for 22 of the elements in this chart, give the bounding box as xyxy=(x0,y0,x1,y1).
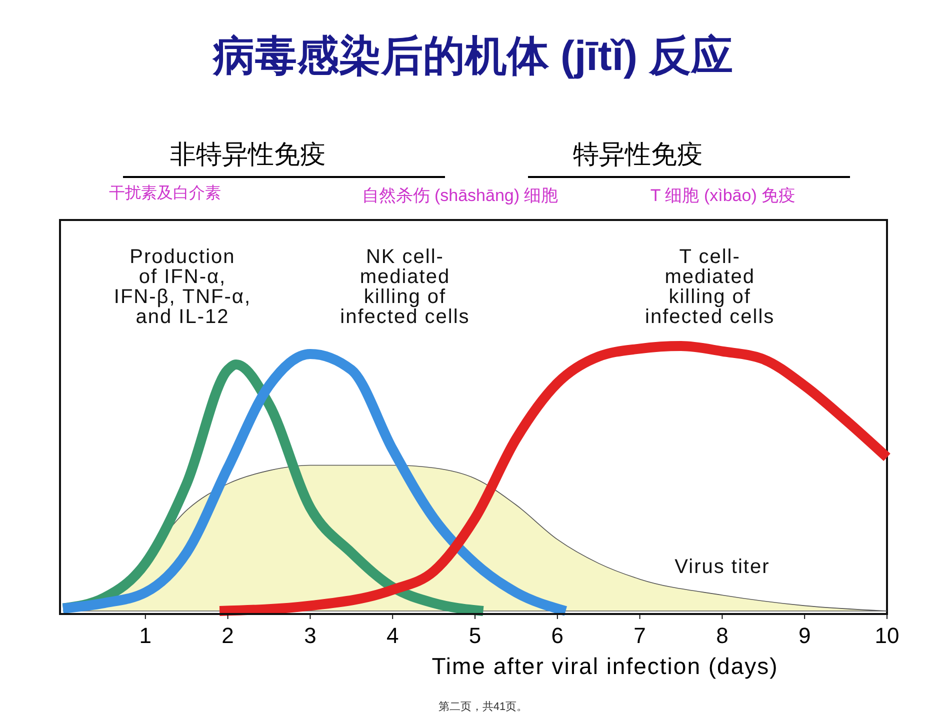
series-label: Virus titer xyxy=(674,556,770,578)
x-tick-label: 5 xyxy=(468,623,482,648)
text: 自然杀伤 (shāshāng) 细胞 xyxy=(362,186,558,205)
x-tick-label: 7 xyxy=(634,623,646,648)
text: 非特异性免疫 xyxy=(170,139,326,169)
x-tick-label: 1 xyxy=(139,623,152,648)
series-label: Production of IFN-α, IFN-β, TNF-α, and IL-12 xyxy=(114,246,252,328)
x-tick-label: 9 xyxy=(798,623,811,648)
x-tick-label: 4 xyxy=(386,623,399,648)
text: 特异性免疫 xyxy=(573,139,703,169)
x-tick-label: 10 xyxy=(874,623,900,648)
x-tick-label: 2 xyxy=(222,623,234,648)
chart-title: 病毒感染后的机体 (jītǐ) 反应 xyxy=(212,32,734,79)
x-tick-label: 6 xyxy=(551,623,564,648)
text: 干扰素及白介素 xyxy=(109,184,221,202)
text: T 细胞 (xìbāo) 免疫 xyxy=(650,186,796,205)
x-axis-title: Time after viral infection (days) xyxy=(432,653,778,679)
series-label: NK cell- mediated killing of infected cells xyxy=(340,246,470,328)
text: 第二页，共41页。 xyxy=(438,700,528,713)
x-tick-label: 8 xyxy=(716,623,728,648)
x-tick-label: 3 xyxy=(304,623,316,648)
series-label: T cell- mediated killing of infected cells xyxy=(645,246,775,328)
